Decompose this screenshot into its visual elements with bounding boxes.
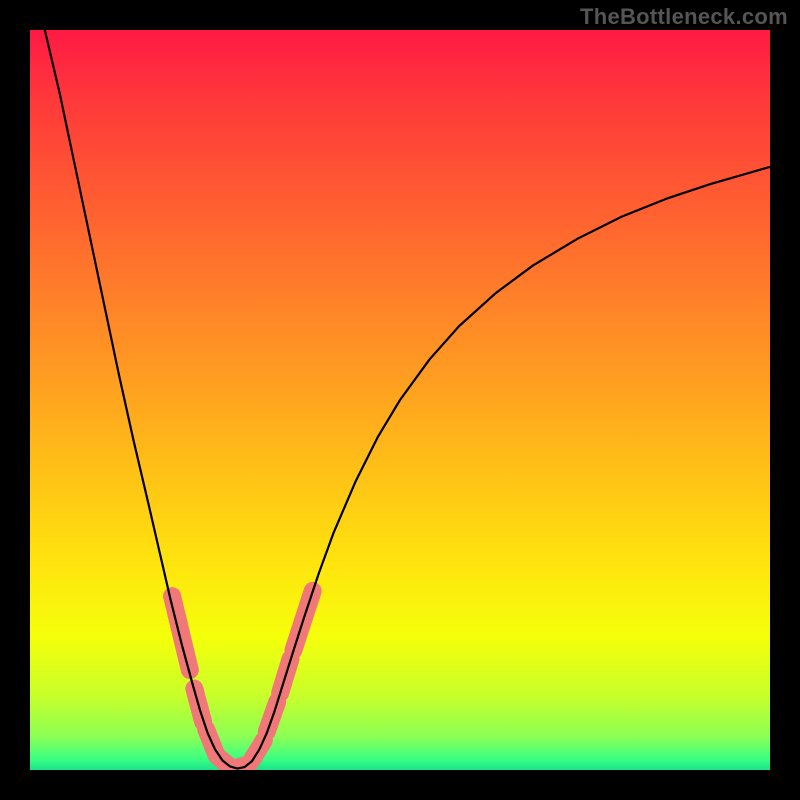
chart-svg [30, 30, 770, 770]
chart-frame: TheBottleneck.com [0, 0, 800, 800]
watermark-text: TheBottleneck.com [580, 4, 788, 30]
plot-area [30, 30, 770, 770]
